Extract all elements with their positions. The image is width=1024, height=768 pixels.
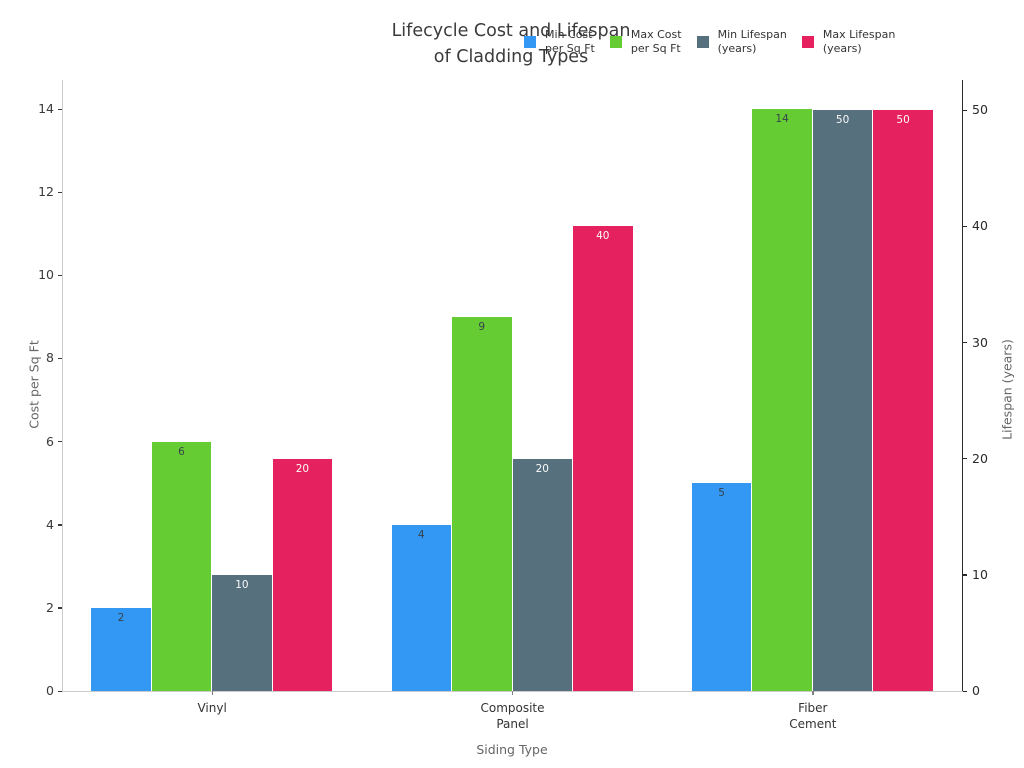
category-label: Composite Panel — [480, 701, 545, 731]
right-axis-tick-label: 30 — [972, 334, 988, 350]
max-cost-swatch — [609, 36, 622, 48]
bar-max-cost-composite-panel — [452, 316, 512, 691]
bar-value-label: 20 — [535, 462, 549, 475]
bar-min-cost-fiber-cement — [691, 483, 752, 691]
bar-min-lifespan-fiber-cement — [812, 110, 873, 691]
max-lifespan-swatch — [801, 36, 814, 48]
left-y-axis-label: Cost per Sq Ft — [26, 340, 42, 429]
bar-value-label: 40 — [596, 230, 610, 243]
left-axis-tick-label: 14 — [38, 101, 54, 117]
legend-label: Min Lifespan (years) — [717, 28, 787, 55]
bar-max-cost-fiber-cement — [752, 109, 812, 691]
right-axis-tick-mark — [963, 458, 967, 460]
left-axis-tick-label: 12 — [38, 184, 54, 200]
right-axis-tick-label: 0 — [972, 683, 980, 698]
bar-value-label: 50 — [896, 114, 910, 127]
x-axis-label: Siding Type — [476, 742, 548, 757]
bar-value-label: 2 — [117, 611, 125, 624]
bar-value-label: 50 — [835, 114, 850, 127]
bar-min-lifespan-composite-panel — [512, 458, 572, 691]
right-axis-tick-mark — [963, 342, 967, 344]
left-axis-spine — [62, 80, 63, 691]
bar-value-label: 5 — [718, 487, 725, 500]
left-axis-tick-mark — [58, 357, 62, 360]
left-axis-tick-mark — [58, 191, 62, 194]
right-axis-spine — [962, 80, 964, 691]
right-axis-tick-label: 40 — [972, 218, 988, 234]
left-axis-tick-label: 4 — [46, 516, 54, 532]
left-axis-tick-label: 6 — [46, 433, 54, 449]
left-axis-tick-mark — [58, 441, 62, 443]
bar-value-label: 6 — [178, 445, 185, 458]
right-axis-tick-mark — [963, 225, 967, 228]
left-axis-tick-label: 10 — [38, 267, 54, 283]
right-axis-tick-mark — [963, 574, 967, 576]
legend-item: Max Lifespan (years) — [801, 28, 896, 56]
bar-value-label: 9 — [478, 320, 486, 333]
legend-label: Max Cost per Sq Ft — [630, 28, 682, 55]
legend-label: Min Cost per Sq Ft — [545, 28, 595, 55]
legend: Min Cost per Sq Ft Max Cost per Sq Ft Min … — [524, 28, 895, 56]
category-label: Vinyl — [197, 701, 227, 715]
left-axis-tick-mark — [58, 274, 62, 277]
left-axis-tick-mark — [58, 108, 62, 110]
bar-value-label: 14 — [775, 113, 789, 126]
min-lifespan-swatch — [696, 36, 709, 48]
category-label: Fiber Cement — [789, 701, 837, 731]
left-axis-tick-label: 0 — [46, 683, 54, 698]
bar-value-label: 4 — [417, 528, 425, 541]
left-axis-tick-mark — [58, 690, 62, 692]
right-axis-tick-label: 50 — [972, 102, 988, 118]
legend-item: Min Lifespan (years) — [696, 28, 787, 56]
legend-item: Min Cost per Sq Ft — [524, 28, 595, 56]
min-cost-swatch — [524, 36, 536, 48]
x-axis-tick-mark — [211, 691, 213, 695]
bar-min-lifespan-vinyl — [212, 574, 272, 691]
right-axis-tick-label: 10 — [972, 566, 988, 582]
right-axis-tick-mark — [963, 109, 967, 111]
legend-item: Max Cost per Sq Ft — [609, 28, 682, 56]
left-axis-tick-label: 8 — [46, 350, 54, 366]
left-axis-tick-label: 2 — [46, 599, 54, 615]
left-axis-tick-mark — [58, 524, 62, 526]
left-axis-tick-mark — [58, 607, 62, 609]
legend-label: Max Lifespan (years) — [822, 28, 896, 55]
right-axis-tick-label: 20 — [972, 450, 988, 466]
bar-max-cost-vinyl — [151, 441, 212, 691]
plot-area: 0 2 4 6 8 10 12 14 0 10 20 30 40 50 Vinyl 2 6 10 20 Composi… — [38, 80, 988, 731]
bar-min-cost-vinyl — [91, 607, 151, 691]
right-y-axis-label: Lifespan (years) — [999, 339, 1015, 440]
bar-min-cost-composite-panel — [391, 524, 451, 691]
x-axis-tick-mark — [512, 691, 514, 695]
bar-max-lifespan-composite-panel — [573, 226, 633, 691]
bar-value-label: 10 — [235, 578, 249, 591]
bar-max-lifespan-vinyl — [272, 458, 333, 691]
right-axis-tick-mark — [963, 690, 967, 692]
bar-value-label: 20 — [295, 462, 310, 475]
bar-max-lifespan-fiber-cement — [873, 110, 933, 691]
x-axis-tick-mark — [812, 691, 814, 695]
